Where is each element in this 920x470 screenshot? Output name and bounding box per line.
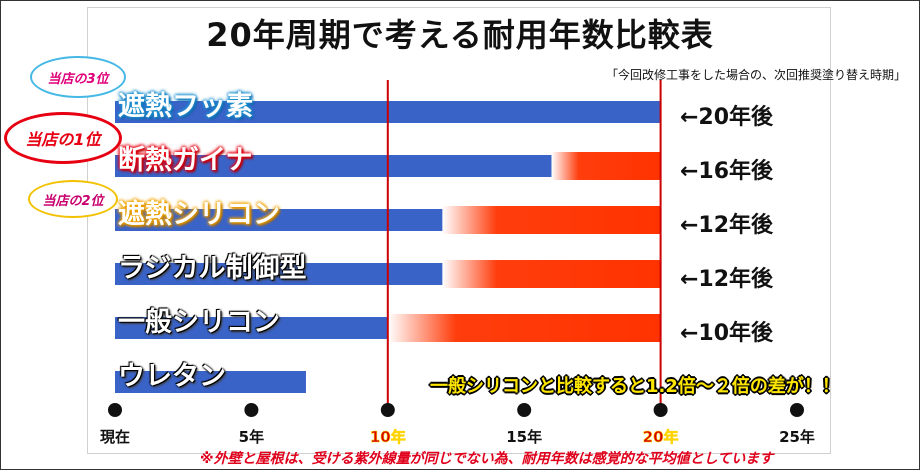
chart-note: 「今回改修工事をした場合の、次回推奨塗り替え時期」 xyxy=(605,68,906,82)
bar-annotation: ←10年後 xyxy=(680,321,774,346)
tick-dot xyxy=(790,403,804,417)
x-tick-label: 20年 xyxy=(643,428,679,446)
footnote: ※外壁と屋根は、受ける紫外線量が同じでない為、耐用年数は感覚的な平均値としていま… xyxy=(200,451,774,467)
fade-extension xyxy=(387,314,661,342)
fade-extension xyxy=(551,152,661,180)
bar xyxy=(115,317,388,339)
x-tick-label: 10年 xyxy=(370,428,406,446)
bar-annotation: ←16年後 xyxy=(680,159,774,184)
bar-annotation: ←12年後 xyxy=(680,267,774,292)
rank-1-badge: 当店の1位 xyxy=(4,112,122,164)
comparison-callout: 一般シリコンと比較すると1.2倍～２倍の差が！！ xyxy=(430,376,840,397)
tick-dot xyxy=(653,403,668,417)
tick-dot xyxy=(108,403,122,417)
chart-title: 20年周期で考える耐用年数比較表 xyxy=(206,16,714,54)
bar-annotation: ←12年後 xyxy=(680,213,774,238)
series-label: ウレタン xyxy=(118,361,226,392)
rank-3-badge-text: 当店の3位 xyxy=(47,71,109,87)
series-label: 遮熱シリコン xyxy=(118,199,280,230)
bar xyxy=(115,263,443,285)
x-tick-label: 5年 xyxy=(239,428,264,446)
fade-extension xyxy=(442,206,661,234)
bar-annotation: ←20年後 xyxy=(680,105,774,130)
x-tick-label: 15年 xyxy=(506,428,542,446)
rank-2-badge: 当店の2位 xyxy=(28,180,118,218)
fade-extension xyxy=(442,260,661,288)
tick-dot xyxy=(517,403,532,417)
bar xyxy=(115,155,552,177)
series-label: 一般シリコン xyxy=(118,307,280,338)
series-label: ラジカル制御型 xyxy=(118,253,307,284)
x-tick-label: 25年 xyxy=(779,428,815,446)
rank-2-badge-text: 当店の2位 xyxy=(42,193,104,209)
bar xyxy=(115,209,443,231)
rank-1-badge-text: 当店の1位 xyxy=(25,130,101,149)
series-label: 遮熱フッ素 xyxy=(118,91,253,122)
bar xyxy=(115,371,306,393)
tick-dot xyxy=(244,403,259,417)
series-label: 断熱ガイナ xyxy=(118,145,253,176)
tick-dot xyxy=(380,403,395,417)
x-tick-label: 現在 xyxy=(100,428,130,446)
rank-3-badge: 当店の3位 xyxy=(30,56,126,98)
